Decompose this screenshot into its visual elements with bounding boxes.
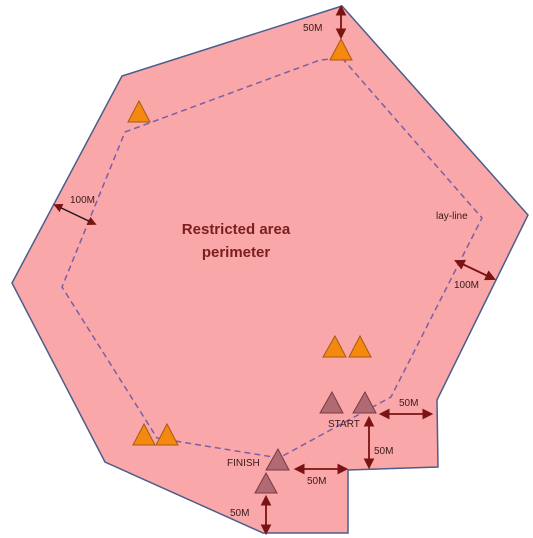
label-start-down-50m: 50M [374, 446, 393, 457]
title-line-1: Restricted area [182, 221, 291, 238]
orange-mark-center-1 [322, 334, 347, 358]
lay-line-course [61, 57, 483, 459]
label-top-50m: 50M [303, 23, 322, 34]
label-right-100m: 100M [454, 280, 479, 291]
label-finish: FINISH [227, 458, 260, 469]
finish-mark-1 [265, 447, 290, 471]
label-left-100m: 100M [70, 195, 95, 206]
restricted-area-perimeter [11, 5, 529, 534]
label-start: START [328, 419, 360, 430]
label-layline: lay-line [436, 211, 468, 222]
finish-mark-2 [254, 471, 278, 494]
orange-mark-center-2 [348, 334, 372, 358]
title-line-2: perimeter [202, 244, 271, 261]
orange-mark-lower-left-2 [155, 422, 179, 446]
right-100m-arrow [454, 259, 496, 281]
label-start-right-50m: 50M [399, 398, 418, 409]
start-mark-2 [352, 390, 377, 414]
orange-mark-upper-left [127, 99, 151, 123]
start-mark-1 [319, 390, 344, 414]
left-100m-arrow [53, 204, 97, 225]
label-finish-right-50m: 50M [307, 476, 326, 487]
orange-mark-lower-left-1 [132, 422, 156, 446]
label-finish-down-50m: 50M [230, 508, 249, 519]
orange-mark-top [329, 37, 353, 61]
